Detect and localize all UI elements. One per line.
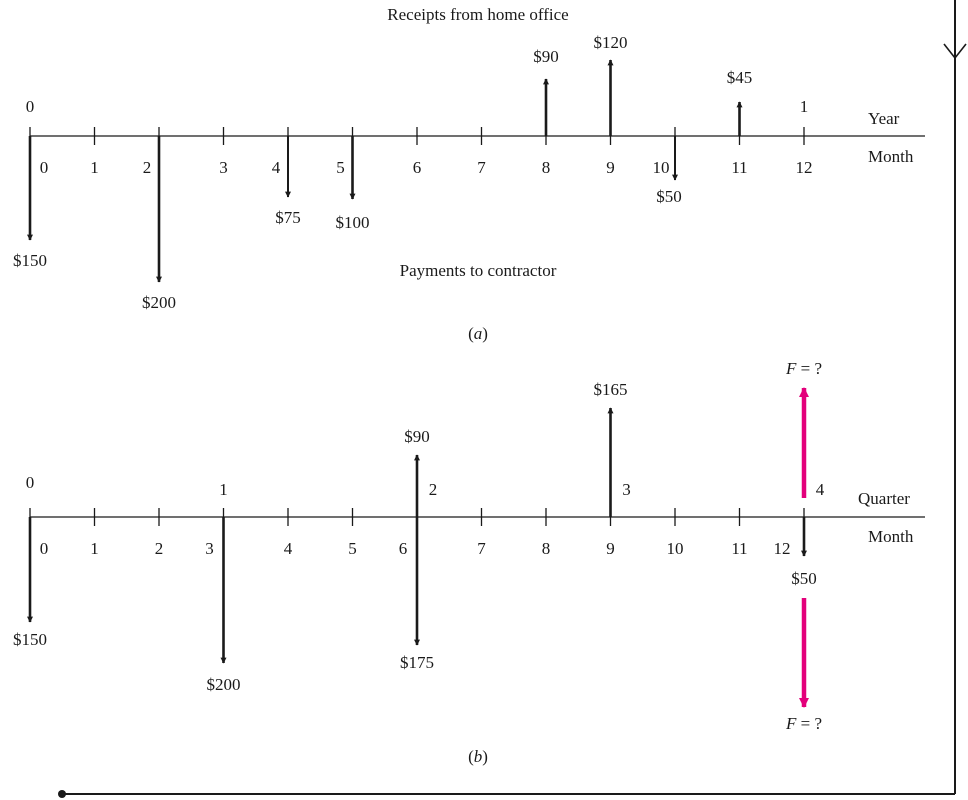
- cash-flow-value-b: $90: [404, 427, 430, 446]
- month-label-a: 7: [477, 158, 486, 177]
- month-label-b: 2: [155, 539, 164, 558]
- diagram-a: Receipts from home office Payments to co…: [13, 5, 925, 343]
- month-label-a: 10: [653, 158, 670, 177]
- quarter-axis-label: Quarter: [858, 489, 910, 508]
- payments-label: Payments to contractor: [400, 261, 557, 280]
- caption-a: (a): [468, 324, 488, 343]
- month-label-a: 11: [731, 158, 747, 177]
- month-label-a: 8: [542, 158, 551, 177]
- month-label-a: 1: [90, 158, 99, 177]
- cash-flow-value-a: $50: [656, 187, 682, 206]
- chevron-down-icon: [943, 43, 967, 60]
- quarter-label-b: 3: [622, 480, 631, 499]
- cash-flow-value-a: $90: [533, 47, 559, 66]
- future-value-top-label: F = ?: [785, 359, 822, 378]
- bracket-dot: [58, 790, 66, 798]
- month-label-a: 2: [143, 158, 152, 177]
- year-label-a: 1: [800, 97, 809, 116]
- quarter-label-b: 1: [219, 480, 228, 499]
- month-label-b: 4: [284, 539, 293, 558]
- month-label-a: 0: [40, 158, 49, 177]
- receipts-label: Receipts from home office: [387, 5, 568, 24]
- month-label-a: 5: [336, 158, 345, 177]
- month-label-b: 1: [90, 539, 99, 558]
- cash-flow-value-b: $50: [791, 569, 817, 588]
- month-label-a: 6: [413, 158, 422, 177]
- quarter-label-b: 0: [26, 473, 35, 492]
- cash-flow-value-b: $175: [400, 653, 434, 672]
- month-label-a: 9: [606, 158, 615, 177]
- cash-flow-value-a: $150: [13, 251, 47, 270]
- cash-flow-value-b: $165: [594, 380, 628, 399]
- quarter-label-b: 4: [816, 480, 825, 499]
- future-value-bottom-label: F = ?: [785, 714, 822, 733]
- quarter-label-b: 2: [429, 480, 438, 499]
- cash-flow-value-a: $45: [727, 68, 753, 87]
- month-label-b: 10: [667, 539, 684, 558]
- year-axis-label: Year: [868, 109, 900, 128]
- cash-flow-value-b: $150: [13, 630, 47, 649]
- month-label-b: 5: [348, 539, 357, 558]
- month-label-b: 9: [606, 539, 615, 558]
- month-label-a: 12: [796, 158, 813, 177]
- month-axis-label: Month: [868, 147, 914, 166]
- cash-flow-value-a: $100: [336, 213, 370, 232]
- month-label-b: 0: [40, 539, 49, 558]
- month-label-b: 7: [477, 539, 486, 558]
- month-label-a: 4: [272, 158, 281, 177]
- month-label-b: 6: [399, 539, 408, 558]
- month-axis-label-b: Month: [868, 527, 914, 546]
- month-label-b: 12: [774, 539, 791, 558]
- cash-flow-value-a: $75: [275, 208, 301, 227]
- month-label-b: 3: [205, 539, 214, 558]
- cash-flow-value-a: $120: [594, 33, 628, 52]
- caption-b: (b): [468, 747, 488, 766]
- cash-flow-value-b: $200: [207, 675, 241, 694]
- page-flow-bracket: [58, 0, 967, 798]
- month-label-b: 8: [542, 539, 551, 558]
- month-label-b: 11: [731, 539, 747, 558]
- month-label-a: 3: [219, 158, 228, 177]
- cash-flow-value-a: $200: [142, 293, 176, 312]
- year-label-a: 0: [26, 97, 35, 116]
